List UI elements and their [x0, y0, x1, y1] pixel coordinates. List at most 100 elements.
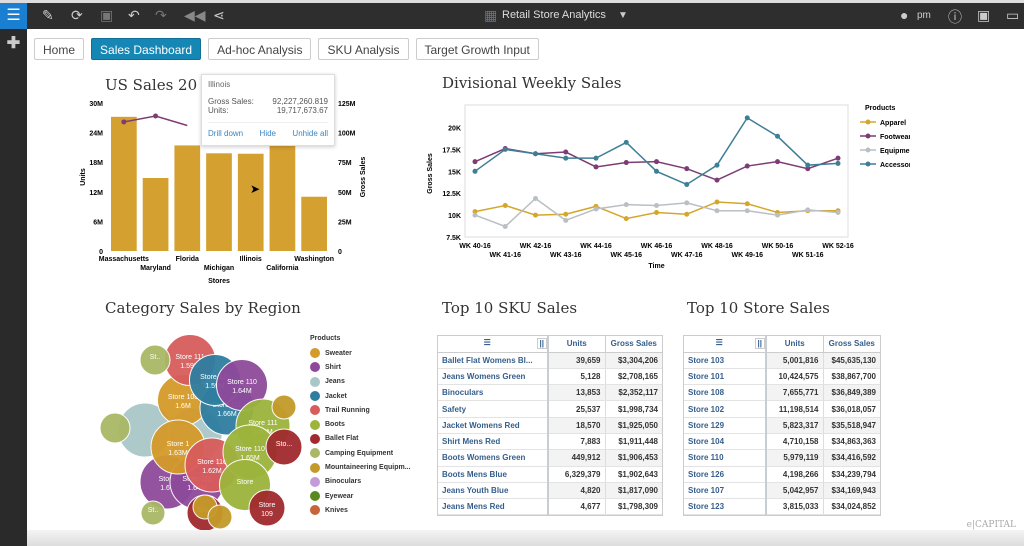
row-header[interactable]: ☰ || — [684, 336, 767, 353]
units-cell: 5,042,957 — [766, 482, 824, 500]
bar-maryland — [142, 177, 169, 251]
row-name-link[interactable]: Binoculars — [438, 384, 549, 402]
gross-sales-cell: $1,998,734 — [605, 400, 662, 418]
row-name-link[interactable]: Store 108 — [684, 384, 767, 402]
legend-marker — [865, 119, 871, 125]
data-point — [684, 166, 690, 172]
units-cell: 10,424,575 — [766, 368, 824, 386]
legend-item[interactable]: Ballet Flat — [310, 432, 411, 446]
row-name-link[interactable]: Store 104 — [684, 433, 767, 451]
row-name-link[interactable]: Store 107 — [684, 482, 767, 500]
legend-item[interactable]: Sweater — [310, 346, 411, 360]
tab-sku-analysis[interactable]: SKU Analysis — [318, 38, 409, 60]
table-row: Store 110 5,979,119 $34,416,592 — [684, 449, 880, 467]
row-header[interactable]: ☰ || — [438, 336, 549, 353]
x-tick: WK 46-16 — [641, 243, 673, 250]
row-name-link[interactable]: Jeans Mens Red — [438, 498, 549, 516]
legend-item[interactable]: Jacket — [310, 389, 411, 403]
data-point — [593, 164, 599, 170]
y-tick: 12.5K — [442, 191, 461, 198]
menu-icon[interactable]: ☰ — [0, 3, 27, 29]
data-point — [502, 202, 508, 208]
x-tick: WK 51-16 — [792, 252, 824, 259]
row-name-link[interactable]: Store 123 — [684, 498, 767, 516]
row-name-link[interactable]: Boots Mens Blue — [438, 466, 549, 483]
rewind-icon[interactable]: ◀◀ — [184, 7, 206, 23]
x-axis-label: Stores — [208, 278, 230, 285]
user-icon[interactable]: ● — [900, 7, 909, 23]
app-title[interactable]: Retail Store Analytics — [502, 9, 606, 21]
comment-icon[interactable]: ▭ — [1006, 7, 1020, 23]
y-tick: 15K — [448, 169, 461, 176]
column-header[interactable]: Gross Sales — [823, 336, 880, 353]
bubble-chart[interactable]: Store 108 1.6M Store 111 1.66M Store 1.61 Stor… — [95, 330, 310, 530]
gross-sales-cell: $38,867,700 — [823, 368, 880, 386]
column-header[interactable]: Units — [766, 336, 824, 353]
bubble-value: 109 — [261, 511, 273, 518]
row-name-link[interactable]: Ballet Flat Womens Bl... — [438, 352, 549, 369]
bubble — [248, 489, 286, 527]
divisional-title: Divisional Weekly Sales — [442, 74, 622, 92]
column-header[interactable]: Units — [548, 336, 606, 353]
hide-link[interactable]: Hide — [259, 129, 276, 138]
window-icon[interactable]: ▣ — [977, 7, 991, 23]
chevron-down-icon[interactable]: ▼ — [618, 10, 628, 21]
legend-item[interactable]: Boots — [310, 417, 411, 431]
legend-label: Jacket — [325, 392, 347, 400]
plus-icon[interactable]: ✚ — [6, 35, 21, 52]
legend-label: Boots — [325, 421, 345, 429]
drill-down-link[interactable]: Drill down — [208, 129, 244, 138]
legend-item[interactable]: Mountaineering Equipm... — [310, 460, 411, 474]
user-name[interactable]: pm — [917, 10, 931, 21]
row-name-link[interactable]: Jacket Womens Red — [438, 417, 549, 434]
gross-sales-cell: $1,902,643 — [605, 466, 662, 483]
row-name-link[interactable]: Jeans Womens Green — [438, 368, 549, 386]
data-point — [714, 177, 720, 183]
help-icon[interactable]: ⓘ — [948, 9, 962, 25]
data-point — [472, 159, 478, 165]
row-name-link[interactable]: Safety — [438, 400, 549, 418]
unhide-all-link[interactable]: Unhide all — [292, 129, 328, 138]
share-icon[interactable]: ⋖ — [213, 7, 225, 23]
legend-item[interactable]: Camping Equipment — [310, 446, 411, 460]
divisional-chart[interactable]: 7.5K 10K 12.5K 15K 17.5K 20K WK 40-16 WK 41-16 W… — [420, 95, 910, 275]
undo-icon[interactable]: ↶ — [128, 7, 140, 23]
legend-item[interactable]: Trail Running — [310, 403, 411, 417]
data-point — [744, 201, 750, 207]
row-name-link[interactable]: Boots Womens Green — [438, 449, 549, 467]
legend-item[interactable]: Binoculars — [310, 475, 411, 489]
legend-swatch — [310, 433, 320, 444]
row-name-link[interactable]: Store 110 — [684, 449, 767, 467]
table-row: Store 123 3,815,033 $34,024,852 — [684, 498, 880, 516]
tab-target-growth-input[interactable]: Target Growth Input — [415, 38, 539, 60]
tooltip-title: Illinois — [208, 80, 231, 89]
legend-item[interactable]: Jeans — [310, 375, 411, 389]
gross-sales-cell: $3,304,206 — [605, 352, 662, 369]
row-name-link[interactable]: Jeans Youth Blue — [438, 482, 549, 500]
table-row: Shirt Mens Red 7,883 $1,911,448 — [438, 433, 662, 451]
tab-sales-dashboard[interactable]: Sales Dashboard — [91, 38, 202, 60]
legend-item[interactable]: Eyewear — [310, 489, 411, 503]
units-cell: 5,001,816 — [766, 352, 824, 369]
refresh-icon[interactable]: ⟳ — [71, 7, 83, 23]
column-header[interactable]: Gross Sales — [605, 336, 662, 353]
cursor-icon: ➤ — [250, 182, 260, 196]
row-name-link[interactable]: Store 101 — [684, 368, 767, 386]
row-name-link[interactable]: Store 126 — [684, 466, 767, 483]
row-name-link[interactable]: Shirt Mens Red — [438, 433, 549, 451]
row-name-link[interactable]: Store 103 — [684, 352, 767, 369]
legend-item[interactable]: Shirt — [310, 360, 411, 374]
left-sidebar: ✚ — [0, 29, 27, 546]
redo-icon[interactable]: ↷ — [155, 7, 167, 23]
us-sales-chart[interactable]: 0 0 6M 25M 12M 50M 18M 75M 24M 100M 30M 125M Massach… — [75, 90, 375, 290]
tooltip-label: Units: — [208, 106, 229, 115]
data-point — [684, 200, 690, 206]
row-name-link[interactable]: Store 129 — [684, 417, 767, 434]
row-name-link[interactable]: Store 102 — [684, 400, 767, 418]
tab-ad-hoc-analysis[interactable]: Ad-hoc Analysis — [208, 38, 312, 60]
bar-florida — [174, 145, 201, 251]
legend-item[interactable]: Knives — [310, 503, 411, 517]
save-icon[interactable]: ▣ — [100, 7, 114, 23]
tab-home[interactable]: Home — [34, 38, 85, 60]
pencil-icon[interactable]: ✎ — [42, 7, 54, 23]
